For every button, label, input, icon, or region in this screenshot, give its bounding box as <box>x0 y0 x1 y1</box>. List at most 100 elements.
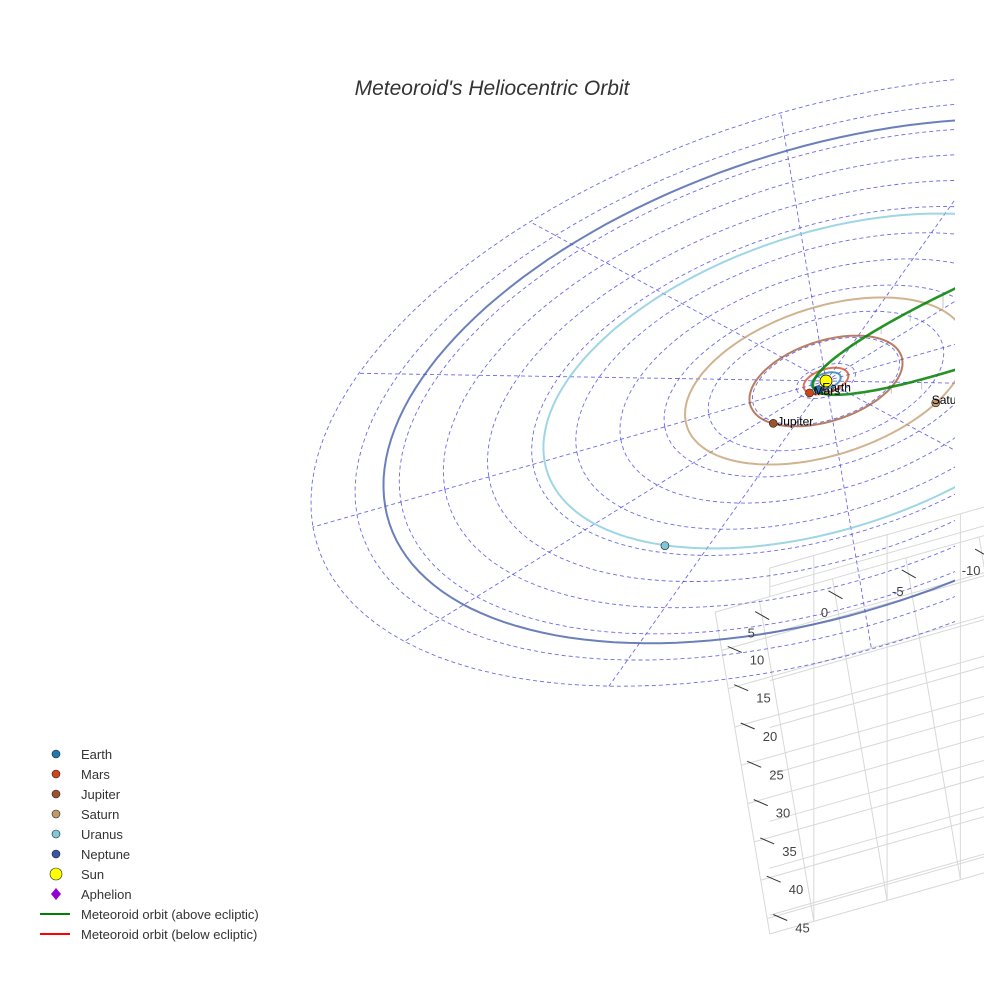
planet-marker-jupiter <box>768 419 778 428</box>
floor-pane <box>714 535 984 935</box>
x-tick-label: -10 <box>962 563 981 578</box>
legend-label: Jupiter <box>81 787 121 802</box>
orbit-saturn <box>683 296 955 466</box>
chart-title: Meteoroid's Heliocentric Orbit <box>355 77 631 100</box>
y-tick-label: 20 <box>763 729 777 744</box>
y-tick-label: 25 <box>769 767 783 782</box>
plot-area: EarthMarsJupiterSaturnUNeptune <box>310 79 967 687</box>
ecliptic-ring <box>751 336 901 426</box>
planet-marker-uranus <box>660 541 670 550</box>
legend-label: Saturn <box>81 807 119 822</box>
ecliptic-spoke <box>404 380 827 642</box>
legend-circle-swatch <box>51 789 61 799</box>
y-tick-label: 35 <box>782 844 796 859</box>
legend-circle-swatch <box>51 829 61 839</box>
y-gridline <box>760 816 984 881</box>
y-tick-mark <box>740 722 755 730</box>
orbit-jupiter <box>748 334 904 428</box>
ecliptic-ring <box>442 154 955 609</box>
y-gridline <box>741 695 984 766</box>
z-gridline <box>769 572 984 635</box>
ecliptic-spoke <box>780 112 827 382</box>
y-tick-mark <box>727 645 742 653</box>
y-tick-mark <box>747 760 762 768</box>
planet-label-mars: Mars <box>814 384 841 398</box>
legend-item-jupiter: Jupiter <box>51 787 121 802</box>
ecliptic-spoke <box>825 300 955 382</box>
x-tick-mark <box>901 569 917 579</box>
legend-item-meteoroid-orbit-above-ecliptic: Meteoroid orbit (above ecliptic) <box>40 907 259 922</box>
planet-marker-mars <box>805 388 814 398</box>
x-tick-mark <box>974 548 984 555</box>
axes-panes <box>714 506 984 935</box>
x-gridline <box>832 534 888 901</box>
y-tick-mark <box>766 875 781 883</box>
z-gridline <box>769 619 984 682</box>
planet-label-saturn: Saturn <box>932 393 967 407</box>
z-gridline <box>769 806 984 869</box>
y-tick-label: 15 <box>756 691 770 706</box>
y-tick-mark <box>734 684 749 692</box>
ecliptic-ring <box>575 232 955 530</box>
legend-item-meteoroid-orbit-below-ecliptic: Meteoroid orbit (below ecliptic) <box>40 927 257 942</box>
ecliptic-ring <box>354 103 955 661</box>
axis-ticks: -15-10-505101520-30-25-20-15-10-50510152… <box>727 548 984 936</box>
y-tick-mark <box>773 914 788 921</box>
planet-orbits <box>382 119 955 645</box>
y-tick-label: 30 <box>776 806 790 821</box>
orbit-mars <box>802 366 850 396</box>
meteoroid-orbit-above-ecliptic <box>811 287 955 397</box>
ecliptic-spoke <box>825 380 872 650</box>
legend-label: Meteoroid orbit (above ecliptic) <box>81 907 259 922</box>
legend-item-aphelion: Aphelion <box>51 887 132 902</box>
legend-label: Earth <box>81 747 112 762</box>
y-tick-label: 10 <box>750 652 764 667</box>
y-gridline <box>767 856 984 919</box>
z-gridline <box>769 853 984 916</box>
z-gridline <box>769 759 984 822</box>
x-gridline <box>758 555 815 922</box>
y-tick-mark <box>753 799 768 807</box>
legend-circle-swatch <box>51 749 61 759</box>
y-tick-label: 45 <box>795 921 809 936</box>
legend-item-earth: Earth <box>51 747 112 762</box>
x-tick-label: 5 <box>748 626 755 641</box>
y-gridline <box>728 615 984 690</box>
ecliptic-spoke <box>312 380 827 528</box>
ecliptic-spoke <box>825 380 955 451</box>
ecliptic-spoke <box>358 372 827 382</box>
legend-item-saturn: Saturn <box>51 807 119 822</box>
planet-marker-earth <box>813 385 823 394</box>
orbit-neptune <box>382 119 955 645</box>
legend-label: Neptune <box>81 847 130 862</box>
x-tick-mark <box>754 611 770 621</box>
y-tick-mark <box>760 837 775 845</box>
x-gridline <box>905 513 961 880</box>
legend-circle-swatch <box>51 849 61 859</box>
meteoroid-orbit <box>811 287 955 397</box>
planet-marker-saturn <box>931 398 941 408</box>
y-gridline <box>754 776 984 843</box>
legend-label: Meteoroid orbit (below ecliptic) <box>81 927 257 942</box>
x-tick-mark <box>828 590 843 600</box>
y-gridline <box>747 735 984 805</box>
legend-label: Aphelion <box>81 887 132 902</box>
legend-item-uranus: Uranus <box>51 827 123 842</box>
legend-diamond-swatch <box>51 888 61 900</box>
legend-item-sun: Sun <box>49 867 104 882</box>
bodies: EarthMarsJupiterSaturnUNeptune <box>660 374 967 550</box>
z-gridline <box>769 712 984 775</box>
z-gridline <box>769 666 984 728</box>
legend-item-mars: Mars <box>51 767 110 782</box>
ecliptic-spoke <box>825 343 955 382</box>
legend-circle-swatch <box>51 809 61 819</box>
y-tick-label: 40 <box>789 882 803 897</box>
y-gridline <box>734 655 984 728</box>
planet-label-earth: Earth <box>822 381 851 395</box>
ecliptic-spoke <box>529 221 827 382</box>
legend-label: Uranus <box>81 827 123 842</box>
planet-label-jupiter: Jupiter <box>777 414 813 428</box>
sun-marker <box>819 374 833 388</box>
legend: Earth Mars Jupiter Saturn Uranus Neptune Sun Ap… <box>40 747 259 942</box>
